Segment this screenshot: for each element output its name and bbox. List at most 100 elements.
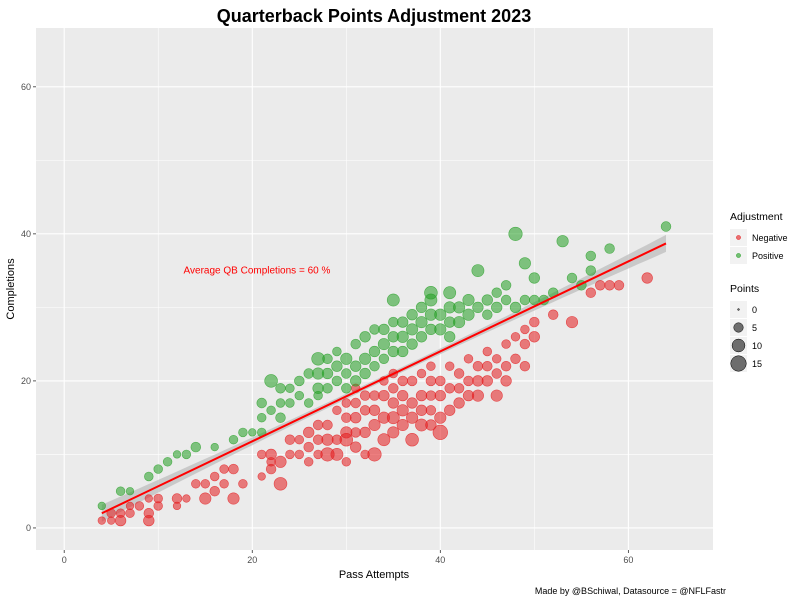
data-point-negative [463, 354, 474, 364]
series-positive [97, 221, 672, 511]
data-point-negative [125, 501, 135, 511]
data-point-negative [330, 448, 344, 461]
data-point-negative [425, 405, 437, 416]
data-point-positive [444, 331, 456, 343]
data-point-negative [115, 508, 126, 518]
data-point-negative [510, 332, 521, 342]
data-point-positive [350, 375, 362, 387]
data-point-negative [425, 375, 437, 387]
data-point-positive [518, 257, 531, 270]
data-point-negative [490, 389, 503, 402]
data-point-negative [519, 361, 531, 372]
data-point-positive [500, 280, 512, 291]
data-point-positive [604, 243, 615, 254]
data-point-positive [266, 405, 276, 415]
data-point-negative [453, 397, 465, 409]
data-point-negative [273, 477, 288, 491]
data-point-negative [107, 516, 116, 525]
data-point-positive [341, 383, 352, 394]
data-point-negative [209, 486, 220, 497]
chart-title: Quarterback Points Adjustment 2023 [217, 6, 531, 26]
data-point-negative [304, 457, 314, 467]
data-point-negative [594, 280, 606, 291]
data-point-positive [275, 383, 286, 394]
data-point-negative [210, 471, 220, 482]
data-point-negative [294, 449, 304, 460]
data-point-negative [274, 455, 287, 468]
y-tick-label: 60 [21, 82, 31, 92]
data-point-positive [443, 286, 457, 300]
data-point-positive [332, 346, 342, 357]
data-point-negative [350, 441, 362, 453]
average-annotation: Average QB Completions = 60 % [184, 266, 331, 277]
data-point-positive [377, 338, 390, 351]
data-point-negative [519, 338, 531, 350]
legend-size-label: 15 [752, 359, 762, 369]
legend: Adjustment Negative Positive Points 0 5 10 1… [730, 211, 788, 372]
data-point-positive [359, 331, 371, 343]
data-point-negative [294, 435, 304, 445]
legend-color-entries: Negative Positive [730, 229, 788, 264]
data-point-positive [153, 464, 163, 474]
data-point-negative [285, 449, 295, 460]
data-point-negative [435, 375, 446, 387]
data-point-positive [285, 383, 295, 393]
data-point-negative [415, 389, 428, 402]
data-point-negative [303, 441, 314, 453]
data-point-positive [350, 360, 362, 372]
data-point-negative [125, 508, 135, 518]
data-point-negative [303, 426, 315, 439]
data-point-positive [162, 457, 173, 467]
data-point-positive [509, 301, 522, 314]
data-point-negative [219, 464, 229, 474]
data-point-positive [256, 397, 267, 409]
data-point-negative [171, 493, 183, 504]
data-point-negative [257, 472, 266, 481]
x-tick-label: 60 [623, 555, 633, 565]
data-point-negative [219, 479, 229, 489]
data-point-negative [416, 368, 427, 379]
y-tick-label: 40 [21, 229, 31, 239]
data-point-negative [368, 404, 381, 416]
legend-size-swatch [730, 355, 747, 372]
data-point-positive [257, 413, 267, 423]
data-point-positive [285, 398, 295, 408]
data-point-positive [453, 316, 466, 329]
data-point-positive [397, 345, 409, 358]
series-negative [97, 272, 653, 527]
data-point-positive [566, 272, 578, 284]
data-point-positive [331, 360, 343, 372]
data-point-positive [322, 353, 333, 364]
data-point-positive [529, 294, 540, 306]
data-point-negative [369, 390, 380, 401]
data-point-positive [434, 323, 447, 336]
data-point-positive [304, 398, 314, 408]
data-point-negative [482, 361, 493, 372]
data-point-positive [472, 301, 484, 314]
data-point-positive [434, 308, 447, 321]
data-point-negative [425, 390, 437, 401]
data-point-negative [501, 339, 511, 349]
data-point-negative [359, 405, 371, 416]
data-point-negative [547, 309, 559, 320]
data-point-positive [369, 324, 380, 335]
data-point-negative [425, 419, 437, 431]
data-point-positive [406, 323, 419, 336]
data-point-positive [359, 352, 372, 365]
data-point-negative [434, 389, 446, 402]
data-point-negative [604, 280, 615, 291]
x-tick-label: 40 [435, 555, 445, 565]
data-point-positive [424, 285, 438, 300]
data-point-negative [388, 383, 399, 394]
data-point-positive [294, 375, 305, 387]
data-point-negative [415, 404, 428, 416]
data-point-negative [97, 516, 106, 525]
y-axis-title: Completions [5, 258, 17, 320]
data-point-negative [528, 331, 540, 343]
data-point-positive [387, 345, 399, 358]
x-axis-ticks: 0 20 40 60 [62, 550, 633, 565]
data-point-negative [238, 479, 248, 489]
data-point-negative [397, 375, 408, 387]
data-point-negative [613, 280, 625, 291]
data-point-negative [396, 418, 409, 432]
